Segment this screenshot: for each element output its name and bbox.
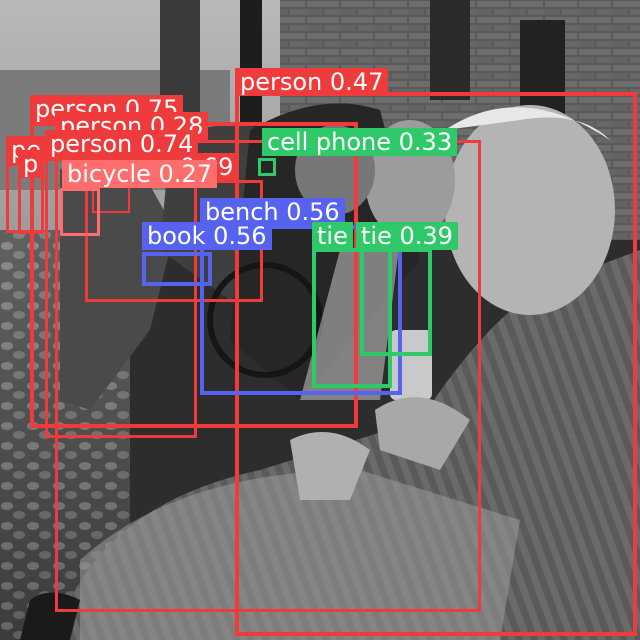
bicycle-detection-label: bicycle 0.27	[62, 160, 217, 188]
book-detection-label: book 0.56	[142, 222, 272, 250]
bench-detection-label: bench 0.56	[200, 198, 345, 226]
person-detection-box	[235, 92, 637, 636]
bench-detection-box	[200, 225, 402, 395]
tie-detection-label: tie 0.39	[356, 222, 458, 250]
book-detection-box	[142, 252, 212, 286]
tie-detection-box	[312, 248, 392, 388]
bicycle-detection-box	[60, 188, 100, 236]
person-detection-box	[18, 172, 44, 234]
cell-phone-detection-box	[258, 158, 276, 176]
tie-detection-label: tie	[312, 222, 353, 250]
person-detection-label: p	[18, 150, 44, 178]
cell-phone-detection-label: cell phone 0.33	[262, 128, 458, 156]
tie-detection-box	[360, 248, 432, 356]
person-detection-label: person 0.47	[235, 68, 389, 96]
